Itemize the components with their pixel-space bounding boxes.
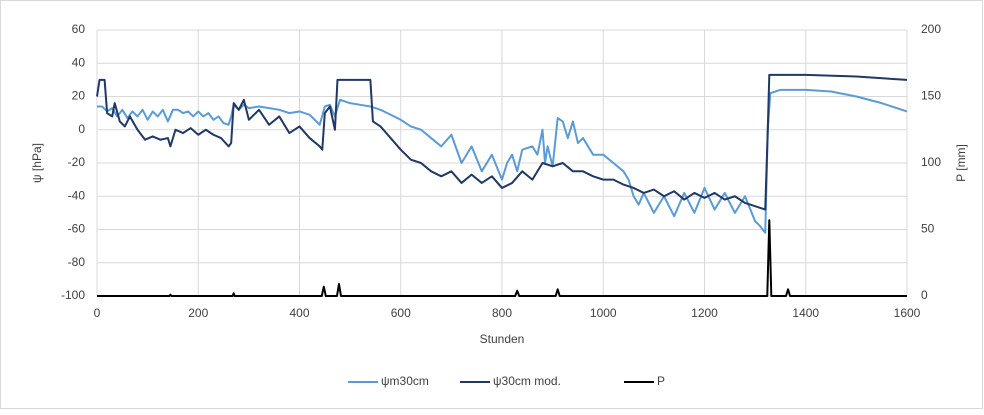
series-line bbox=[97, 88, 908, 234]
y-tick-label: -40 bbox=[68, 188, 86, 202]
y-tick-label: 40 bbox=[72, 55, 86, 69]
legend-label: ψ30cm mod. bbox=[493, 374, 561, 388]
y-tick-label: 0 bbox=[78, 122, 85, 136]
x-tick-label: 400 bbox=[289, 306, 309, 320]
y2-axis-title: P [mm] bbox=[954, 144, 968, 182]
series-line bbox=[97, 219, 907, 297]
y-tick-label: -80 bbox=[68, 255, 86, 269]
y2-tick-label: 200 bbox=[921, 22, 941, 36]
x-axis-title: Stunden bbox=[480, 332, 525, 346]
x-tick-label: 600 bbox=[391, 306, 411, 320]
y2-tick-label: 150 bbox=[921, 89, 941, 103]
x-tick-label: 1000 bbox=[590, 306, 617, 320]
y-tick-label: -100 bbox=[61, 288, 85, 302]
y2-tick-label: 0 bbox=[921, 288, 928, 302]
x-tick-label: 800 bbox=[492, 306, 512, 320]
y2-tick-label: 50 bbox=[921, 222, 935, 236]
series-line bbox=[96, 73, 908, 211]
legend-label: ψm30cm bbox=[381, 374, 429, 388]
y-tick-label: -20 bbox=[68, 155, 86, 169]
legend-label: P bbox=[657, 374, 665, 388]
x-tick-label: 0 bbox=[94, 306, 101, 320]
x-tick-label: 1600 bbox=[894, 306, 921, 320]
x-tick-label: 200 bbox=[188, 306, 208, 320]
y-tick-label: -60 bbox=[68, 222, 86, 236]
x-tick-label: 1400 bbox=[792, 306, 819, 320]
y-tick-label: 60 bbox=[72, 22, 86, 36]
y-axis-title: ψ [hPa] bbox=[30, 143, 44, 183]
x-tick-label: 1200 bbox=[691, 306, 718, 320]
y-tick-label: 20 bbox=[72, 89, 86, 103]
y2-tick-label: 100 bbox=[921, 155, 941, 169]
